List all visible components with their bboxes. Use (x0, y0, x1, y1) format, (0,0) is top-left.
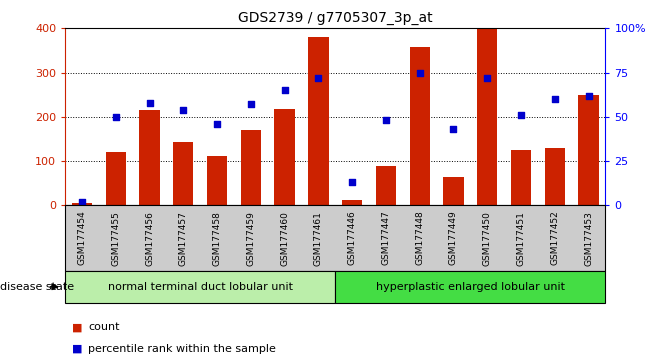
Bar (207, 156, 227, 205)
Text: GSM177447: GSM177447 (381, 211, 391, 266)
Point (111, 114, 121, 120)
Text: GSM177451: GSM177451 (516, 211, 525, 266)
Text: percentile rank within the sample: percentile rank within the sample (88, 344, 276, 354)
Bar (309, 37, 329, 205)
Text: GSM177461: GSM177461 (314, 211, 323, 266)
Bar (241, 130, 261, 205)
Bar (409, 47, 430, 205)
Text: disease state: disease state (0, 282, 74, 292)
Text: GSM177455: GSM177455 (111, 211, 120, 266)
Title: GDS2739 / g7705307_3p_at: GDS2739 / g7705307_3p_at (238, 11, 432, 24)
Bar (105, 152, 126, 205)
Point (145, 100, 155, 105)
Bar (578, 95, 599, 205)
Bar (477, 29, 497, 205)
Point (583, 93, 594, 98)
Text: GSM177446: GSM177446 (348, 211, 357, 266)
Point (313, 75, 324, 81)
Bar (139, 110, 159, 205)
Text: normal terminal duct lobular unit: normal terminal duct lobular unit (107, 282, 293, 292)
Bar (275, 109, 295, 205)
Text: GSM177460: GSM177460 (280, 211, 289, 266)
Point (449, 126, 459, 132)
Text: GSM177458: GSM177458 (213, 211, 221, 266)
Point (178, 107, 189, 113)
Point (212, 121, 222, 127)
Point (482, 75, 492, 81)
Text: GSM177456: GSM177456 (145, 211, 154, 266)
Bar (376, 166, 396, 205)
Bar (72, 203, 92, 205)
Bar (173, 143, 193, 205)
Bar (443, 177, 464, 205)
Text: ■: ■ (72, 322, 82, 332)
Text: GSM177450: GSM177450 (483, 211, 492, 266)
Text: GSM177457: GSM177457 (179, 211, 187, 266)
Text: hyperplastic enlarged lobular unit: hyperplastic enlarged lobular unit (376, 282, 565, 292)
Bar (511, 150, 531, 205)
Text: GSM177448: GSM177448 (415, 211, 424, 266)
Text: count: count (88, 322, 119, 332)
Bar (545, 148, 565, 205)
Bar (342, 200, 363, 205)
Point (245, 102, 256, 107)
Point (381, 118, 391, 123)
Point (549, 96, 560, 102)
Point (516, 112, 526, 118)
Point (77, 199, 87, 205)
Text: ■: ■ (72, 344, 82, 354)
Text: GSM177459: GSM177459 (246, 211, 255, 266)
Text: GSM177453: GSM177453 (584, 211, 593, 266)
Point (415, 70, 425, 75)
Point (347, 179, 357, 185)
Text: GSM177454: GSM177454 (77, 211, 87, 266)
Text: GSM177452: GSM177452 (550, 211, 559, 266)
Point (279, 87, 290, 93)
Text: GSM177449: GSM177449 (449, 211, 458, 266)
